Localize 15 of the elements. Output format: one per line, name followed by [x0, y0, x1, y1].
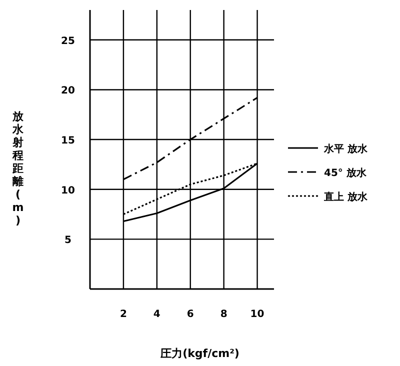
y-tick-label: 15 [61, 136, 75, 147]
y-tick-label: 20 [61, 86, 75, 97]
legend-label: 水平 放水 [323, 143, 368, 155]
x-tick-label: 10 [250, 309, 264, 320]
x-tick-label: 6 [186, 309, 194, 320]
legend-label: 45° 放水 [324, 167, 368, 179]
text: 放水射程距離(m) [12, 110, 24, 227]
y-tick-label: 25 [61, 36, 75, 47]
x-tick-label: 4 [153, 309, 160, 320]
x-axis-title: 圧力(kgf/cm²) [160, 347, 240, 360]
x-tick-label: 2 [120, 309, 127, 320]
legend-label: 直上 放水 [323, 191, 368, 203]
x-tick-label: 8 [220, 309, 228, 320]
y-tick-label: 10 [61, 185, 75, 196]
y-tick-label: 5 [64, 235, 72, 246]
